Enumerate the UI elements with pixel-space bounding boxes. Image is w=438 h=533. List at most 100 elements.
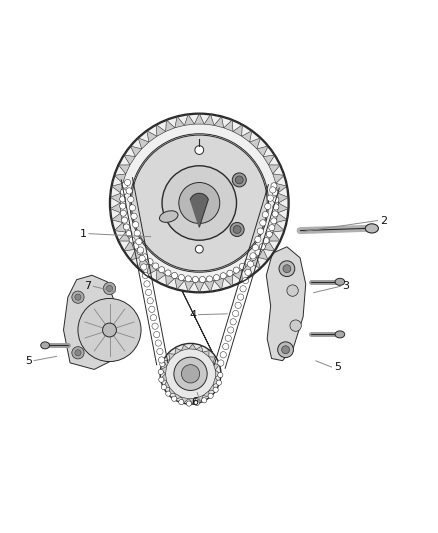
Circle shape <box>213 274 219 281</box>
Circle shape <box>133 243 139 249</box>
Circle shape <box>270 187 276 193</box>
Polygon shape <box>175 116 184 128</box>
Circle shape <box>195 146 204 155</box>
Circle shape <box>133 222 139 228</box>
Circle shape <box>147 297 153 304</box>
Circle shape <box>137 248 143 255</box>
Polygon shape <box>124 306 131 312</box>
Circle shape <box>278 342 293 358</box>
Polygon shape <box>242 264 252 275</box>
Polygon shape <box>95 301 102 306</box>
Polygon shape <box>135 319 140 326</box>
Circle shape <box>282 346 290 354</box>
Circle shape <box>216 380 222 385</box>
Circle shape <box>235 302 241 309</box>
Polygon shape <box>250 257 261 268</box>
Circle shape <box>121 217 127 223</box>
Circle shape <box>75 350 81 356</box>
Circle shape <box>218 360 224 366</box>
Circle shape <box>287 285 298 296</box>
Polygon shape <box>102 357 110 361</box>
Circle shape <box>147 259 153 265</box>
Circle shape <box>72 346 84 359</box>
Circle shape <box>235 176 243 184</box>
Circle shape <box>129 205 135 211</box>
Circle shape <box>245 269 251 276</box>
Circle shape <box>260 220 266 226</box>
Polygon shape <box>112 183 123 193</box>
Circle shape <box>165 270 171 276</box>
Polygon shape <box>110 203 121 213</box>
Polygon shape <box>268 165 280 174</box>
Circle shape <box>269 224 275 231</box>
Polygon shape <box>257 146 268 157</box>
Polygon shape <box>156 270 166 281</box>
Polygon shape <box>214 278 224 289</box>
Circle shape <box>144 281 150 287</box>
Polygon shape <box>102 299 110 303</box>
Polygon shape <box>123 178 276 403</box>
Circle shape <box>245 259 251 265</box>
Polygon shape <box>112 213 123 223</box>
Circle shape <box>172 272 178 279</box>
Circle shape <box>220 352 226 358</box>
Circle shape <box>233 310 239 317</box>
Text: 4: 4 <box>189 310 196 320</box>
Circle shape <box>142 272 148 279</box>
Text: 7: 7 <box>84 281 91 291</box>
Circle shape <box>255 236 261 243</box>
Circle shape <box>120 203 126 209</box>
Polygon shape <box>135 334 140 342</box>
Circle shape <box>172 396 177 401</box>
Circle shape <box>187 401 191 406</box>
Polygon shape <box>203 391 209 397</box>
Text: 5: 5 <box>25 356 32 366</box>
Polygon shape <box>110 193 121 203</box>
Circle shape <box>194 400 199 406</box>
Circle shape <box>134 230 141 236</box>
Polygon shape <box>233 270 242 281</box>
Circle shape <box>290 320 301 332</box>
Polygon shape <box>137 326 141 334</box>
Polygon shape <box>250 138 261 149</box>
Polygon shape <box>196 346 203 352</box>
Ellipse shape <box>41 342 49 349</box>
Polygon shape <box>118 165 130 174</box>
Polygon shape <box>124 348 131 354</box>
Circle shape <box>279 261 295 277</box>
Polygon shape <box>263 155 275 165</box>
Polygon shape <box>169 353 175 360</box>
Circle shape <box>201 398 207 403</box>
Circle shape <box>247 261 254 267</box>
Circle shape <box>124 224 130 230</box>
Circle shape <box>218 373 223 377</box>
Circle shape <box>148 306 155 312</box>
Polygon shape <box>263 241 275 251</box>
Polygon shape <box>233 125 242 136</box>
Polygon shape <box>114 223 126 232</box>
Polygon shape <box>204 281 214 292</box>
Circle shape <box>263 238 269 244</box>
Ellipse shape <box>365 224 378 233</box>
Circle shape <box>233 225 241 233</box>
Polygon shape <box>181 397 189 403</box>
Circle shape <box>220 273 226 279</box>
Circle shape <box>179 400 184 405</box>
Circle shape <box>181 365 200 383</box>
Polygon shape <box>214 116 224 128</box>
Circle shape <box>195 245 203 253</box>
Polygon shape <box>268 232 280 241</box>
Polygon shape <box>242 131 252 142</box>
Circle shape <box>206 276 212 282</box>
Circle shape <box>230 222 244 237</box>
Circle shape <box>266 231 272 237</box>
Polygon shape <box>161 366 166 374</box>
Circle shape <box>174 357 207 391</box>
Polygon shape <box>257 249 268 260</box>
Circle shape <box>259 244 265 249</box>
Circle shape <box>130 134 268 272</box>
Circle shape <box>185 276 191 282</box>
Circle shape <box>230 319 236 325</box>
Circle shape <box>239 263 245 270</box>
Polygon shape <box>181 345 189 351</box>
